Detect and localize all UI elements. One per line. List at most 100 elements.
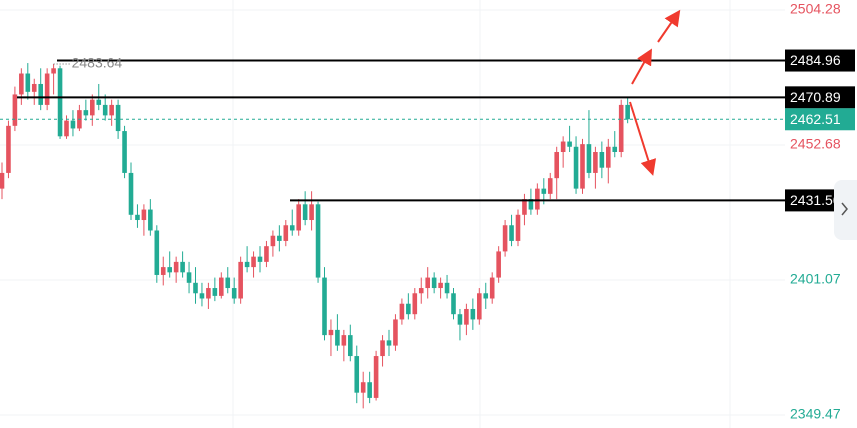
candle-body bbox=[64, 120, 69, 137]
candle-body bbox=[489, 277, 495, 299]
level-label-bg bbox=[785, 49, 855, 72]
candle-body bbox=[135, 214, 140, 221]
candle-body bbox=[502, 225, 508, 252]
candle-body bbox=[418, 288, 424, 294]
candle-body bbox=[522, 199, 527, 215]
y-tick-label: 2504.28 bbox=[790, 1, 841, 17]
candle-body bbox=[528, 199, 534, 210]
candle-body bbox=[573, 146, 579, 189]
candle-body bbox=[464, 308, 469, 325]
candle-body bbox=[25, 73, 31, 92]
candle-body bbox=[367, 382, 372, 398]
candle-body bbox=[186, 272, 192, 283]
candle-body bbox=[580, 144, 585, 189]
candle-body bbox=[593, 151, 598, 173]
candle-body bbox=[115, 104, 121, 132]
candle-body bbox=[380, 340, 385, 357]
arrows bbox=[629, 9, 681, 176]
candle-body bbox=[483, 293, 489, 299]
candle-body bbox=[477, 293, 482, 320]
candle-body bbox=[618, 104, 624, 152]
level-label: 2470.89 bbox=[790, 89, 841, 105]
candle-body bbox=[470, 308, 476, 320]
level-label: 2431.50 bbox=[790, 192, 841, 208]
candle-body bbox=[586, 144, 592, 173]
candle-body bbox=[625, 104, 630, 120]
candle-body bbox=[599, 151, 605, 168]
candle-body bbox=[180, 261, 185, 273]
candle-body bbox=[354, 356, 360, 393]
collapse-button[interactable] bbox=[834, 180, 857, 240]
candle-body bbox=[167, 267, 172, 273]
arrow-down bbox=[629, 101, 657, 176]
candle-body bbox=[44, 73, 50, 105]
candle-body bbox=[567, 141, 572, 147]
candle-body bbox=[206, 288, 211, 299]
candle-body bbox=[399, 303, 405, 320]
candle-body bbox=[19, 73, 24, 95]
candle-body bbox=[148, 209, 153, 231]
candle-body bbox=[315, 204, 321, 278]
candle-body bbox=[257, 256, 263, 262]
candle-body bbox=[12, 94, 18, 126]
candle-body bbox=[360, 382, 366, 393]
candle-body bbox=[348, 335, 353, 357]
last-price-label: 2462.51 bbox=[790, 111, 841, 127]
candle-body bbox=[547, 178, 553, 194]
y-tick-label: 2401.07 bbox=[790, 271, 841, 287]
candle-body bbox=[541, 188, 547, 194]
candle-body bbox=[560, 141, 566, 152]
candle-body bbox=[496, 251, 501, 278]
candle-body bbox=[277, 235, 282, 241]
candle-body bbox=[141, 209, 147, 221]
candle-body bbox=[373, 356, 379, 398]
candle-body bbox=[38, 83, 43, 105]
arrow-up bbox=[657, 9, 681, 43]
candle-body bbox=[102, 104, 108, 116]
candle-body bbox=[128, 172, 134, 215]
candle-body bbox=[219, 277, 224, 296]
candle-body bbox=[393, 319, 398, 346]
y-tick-label: 2349.47 bbox=[790, 406, 841, 422]
candle-body bbox=[425, 277, 430, 289]
candle-body bbox=[438, 282, 443, 289]
candle-body bbox=[535, 188, 540, 210]
candle-body bbox=[193, 282, 198, 294]
candle-body bbox=[509, 225, 514, 241]
candle-body bbox=[444, 282, 450, 294]
high-marker-label: 2483.64 bbox=[72, 55, 123, 71]
level-label-bg bbox=[785, 86, 855, 109]
candle-body bbox=[154, 230, 160, 275]
candle-body bbox=[270, 235, 276, 247]
candle-body bbox=[302, 204, 308, 221]
candle-body bbox=[57, 68, 63, 137]
candle-body bbox=[412, 293, 418, 315]
candle-body bbox=[515, 214, 521, 241]
candle-body bbox=[83, 110, 89, 116]
candle-body bbox=[431, 277, 437, 289]
candle-body bbox=[328, 329, 334, 336]
collapse-icon[interactable] bbox=[841, 202, 848, 216]
arrow-up bbox=[631, 48, 652, 85]
candle-body bbox=[606, 146, 611, 168]
candle-body bbox=[6, 125, 11, 173]
candle-body bbox=[451, 293, 456, 315]
candle-body bbox=[173, 261, 179, 273]
candle-body bbox=[231, 288, 237, 299]
candle-body bbox=[296, 204, 301, 231]
vertical-grid bbox=[232, 0, 731, 428]
candle-body bbox=[0, 172, 5, 189]
candle-body bbox=[109, 104, 114, 116]
candle-body bbox=[160, 267, 166, 275]
candle-body bbox=[90, 99, 95, 116]
candle-body bbox=[406, 303, 411, 315]
level-label: 2484.96 bbox=[790, 52, 841, 68]
candle-body bbox=[457, 314, 463, 325]
candle-body bbox=[31, 83, 37, 92]
candle-body bbox=[283, 225, 289, 241]
y-tick-label: 2452.68 bbox=[790, 136, 841, 152]
candle-body bbox=[322, 277, 327, 336]
